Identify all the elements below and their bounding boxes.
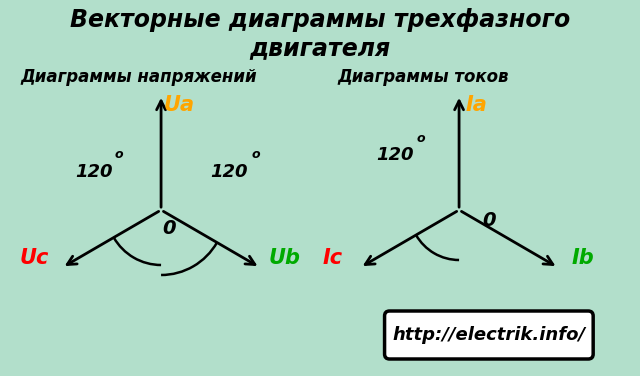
Text: двигателя: двигателя (250, 36, 390, 60)
Text: Диаграммы токов: Диаграммы токов (338, 68, 509, 86)
Text: o: o (251, 149, 260, 162)
Text: 120: 120 (376, 146, 413, 164)
Text: Ib: Ib (572, 247, 594, 267)
Text: Ub: Ub (269, 247, 301, 267)
Text: Uc: Uc (20, 247, 49, 267)
Text: 0: 0 (162, 218, 176, 238)
Text: http://electrik.info/: http://electrik.info/ (392, 326, 586, 344)
FancyBboxPatch shape (385, 311, 593, 359)
Text: Диаграммы напряжений: Диаграммы напряжений (20, 68, 257, 86)
Text: 120: 120 (75, 163, 112, 181)
Text: 0: 0 (482, 211, 496, 229)
Text: o: o (417, 132, 426, 144)
Text: o: o (115, 149, 124, 162)
Text: Ic: Ic (323, 247, 342, 267)
Text: 120: 120 (210, 163, 248, 181)
Text: Ua: Ua (163, 95, 195, 115)
Text: Векторные диаграммы трехфазного: Векторные диаграммы трехфазного (70, 8, 570, 32)
Text: Ia: Ia (466, 95, 488, 115)
